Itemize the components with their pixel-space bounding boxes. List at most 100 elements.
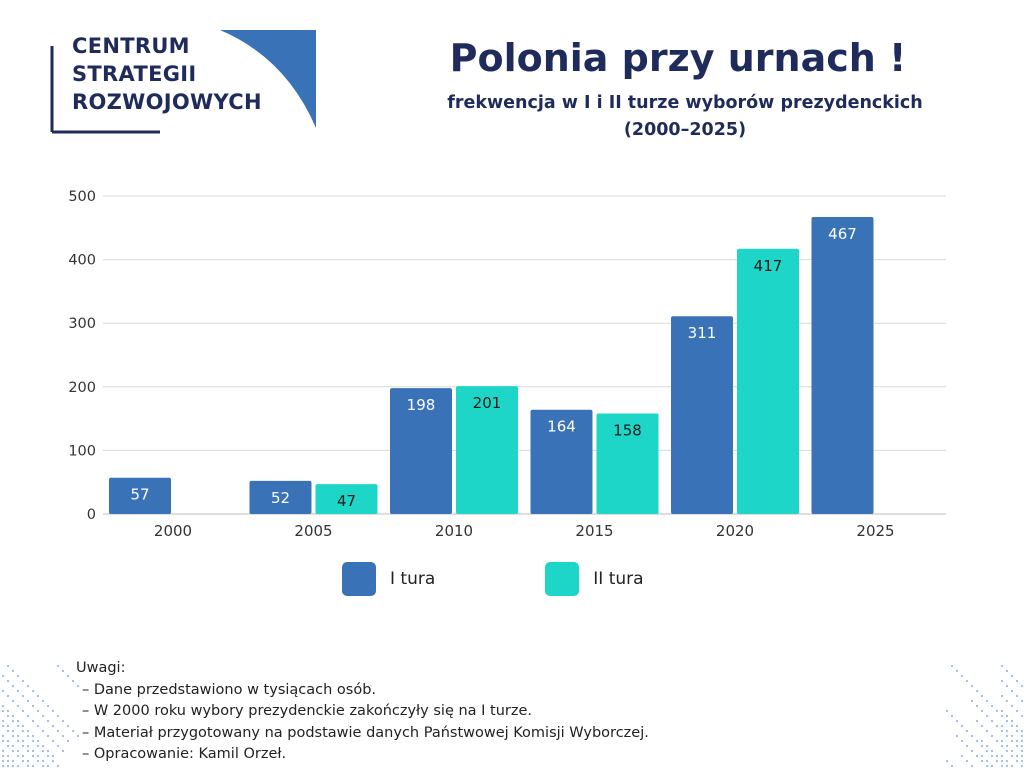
decorative-dot (1, 739, 5, 743)
decorative-dot (1000, 664, 1004, 668)
bar-tura1 (109, 477, 171, 514)
decorative-dot (16, 719, 20, 723)
decorative-dot (71, 679, 75, 683)
y-tick-label: 0 (87, 507, 96, 523)
decorative-dot (1, 674, 5, 678)
decorative-dot (6, 679, 10, 683)
legend-item-tura2: II tura (545, 562, 644, 596)
decorative-dot (6, 739, 10, 743)
decorative-dot (950, 714, 954, 718)
y-tick-label: 100 (68, 443, 96, 459)
decorative-dot (21, 754, 25, 758)
decorative-dot (6, 744, 10, 748)
decorative-dot (1020, 754, 1024, 758)
decorative-dot (1015, 759, 1019, 763)
note-item: – W 2000 roku wybory prezydenckie zakońc… (82, 703, 533, 719)
decorative-dot (61, 734, 65, 738)
decorative-dot (995, 739, 999, 743)
decorative-dot (1, 749, 5, 753)
decorative-dot (6, 709, 10, 713)
decorative-dot (965, 744, 969, 748)
legend-label: II tura (593, 569, 644, 589)
decorative-dot (51, 754, 55, 758)
decorative-dot (945, 709, 949, 713)
decorative-dot (1, 734, 5, 738)
decorative-dot (21, 759, 25, 763)
bar-tura1 (811, 216, 874, 514)
decorative-dot (56, 764, 60, 768)
decorative-dot (985, 699, 989, 703)
decorative-dot (1000, 759, 1004, 763)
logo-graphic (50, 30, 316, 134)
decorative-dot (1, 704, 5, 708)
decorative-dot (6, 729, 10, 733)
decorative-dot (41, 749, 45, 753)
decorative-dot (970, 734, 974, 738)
decorative-dot (41, 714, 45, 718)
bar-tura2 (456, 386, 518, 514)
decorative-dot (31, 764, 35, 768)
decorative-dot (21, 744, 25, 748)
decorative-dot (985, 764, 989, 768)
decorative-dot (995, 709, 999, 713)
decorative-dot (31, 689, 35, 693)
decorative-dot (66, 724, 70, 728)
decorative-dot (76, 734, 80, 738)
data-label: 164 (547, 418, 576, 436)
y-tick-label: 300 (68, 316, 96, 332)
decorative-dot (1015, 724, 1019, 728)
decorative-dot (11, 719, 15, 723)
decorative-dot (16, 749, 20, 753)
decorative-dot (1000, 729, 1004, 733)
decorative-dot (1010, 704, 1014, 708)
bar-chart: 0 100 200 300 400 500 57 2000 52 47 2005 198 201 2010… (68, 189, 946, 540)
decorative-dot (1005, 684, 1009, 688)
decorative-dots-left (1, 664, 80, 768)
decorative-dot (1, 754, 5, 758)
decorative-dot (11, 744, 15, 748)
decorative-dot (995, 724, 999, 728)
decorative-dot (36, 744, 40, 748)
decorative-dot (46, 754, 50, 758)
decorative-dot (11, 699, 15, 703)
decorative-dot (1005, 749, 1009, 753)
decorative-dot (6, 764, 10, 768)
decorative-dot (985, 759, 989, 763)
data-label: 198 (407, 396, 436, 414)
decorative-dot (26, 684, 30, 688)
decorative-dot (965, 759, 969, 763)
decorative-dot (1010, 764, 1014, 768)
decorative-dot (980, 759, 984, 763)
decorative-dot (56, 729, 60, 733)
decorative-dot (990, 754, 994, 758)
decorative-dot (1020, 764, 1024, 768)
y-tick-label: 200 (68, 380, 96, 396)
decorative-dot (56, 744, 60, 748)
decorative-dot (980, 694, 984, 698)
decorative-dot (960, 739, 964, 743)
decorative-dot (965, 729, 969, 733)
decorative-dot (1010, 754, 1014, 758)
bar-tura2 (596, 413, 659, 514)
decorative-dot (16, 724, 20, 728)
decorative-dot (46, 764, 50, 768)
data-label: 52 (271, 489, 290, 507)
decorative-dot (1005, 719, 1009, 723)
decorative-dot (36, 754, 40, 758)
decorative-dot (995, 759, 999, 763)
note-item: – Dane przedstawiono w tysiącach osób. (82, 681, 377, 698)
y-tick-label: 500 (68, 189, 96, 205)
subtitle-line: frekwencja w I i II turze wyborów prezyd… (447, 93, 923, 113)
decorative-dot (26, 734, 30, 738)
decorative-dot (26, 744, 30, 748)
decorative-dot (970, 699, 974, 703)
decorative-dot (1020, 759, 1024, 763)
decorative-dot (21, 739, 25, 743)
decorative-dot (990, 719, 994, 723)
decorative-dot (1020, 749, 1024, 753)
decorative-dot (16, 764, 20, 768)
chart-legend: I tura II tura (342, 562, 754, 596)
decorative-dot (1020, 714, 1024, 718)
decorative-dot (61, 749, 65, 753)
decorative-dot (1015, 709, 1019, 713)
